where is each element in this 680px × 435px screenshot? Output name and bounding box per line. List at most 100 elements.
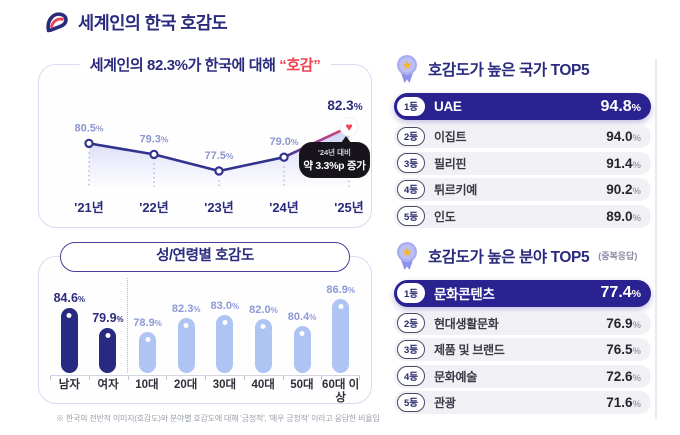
bar-value-label: 82.3% (171, 303, 201, 315)
rank-badge: 1등 (397, 283, 426, 303)
trend-line (87, 142, 286, 173)
rank-value: 90.2% (606, 182, 641, 197)
country-rank-list: 1등 UAE 94.8% 2등 이집트 94.0% 3등 필리핀 91.4% 4등 튀르키예 90.2… (394, 93, 651, 228)
bar-category-label: 40대 (243, 376, 283, 405)
rank-name: 현대생활문화 (434, 316, 499, 331)
bar-column: 83.0% (206, 278, 245, 373)
bar-value-label: 79.9% (92, 311, 124, 325)
bar-column: 82.3% (167, 278, 206, 373)
rank-row: 3등 필리핀 91.4% (394, 151, 651, 175)
data-point (279, 152, 289, 162)
favorability-line-chart: ♥ 80.5% 79.3% 77.5% 79.0% 82.3% '21년 '22년 '23년 '2… (74, 98, 364, 215)
rank-badge: 4등 (397, 179, 426, 200)
x-axis-label: '23년 (204, 200, 234, 215)
trend-line-highlight (282, 125, 351, 159)
data-point (84, 138, 94, 149)
bar-column: 78.9% (127, 278, 167, 373)
value-label: 79.3% (140, 133, 169, 145)
rank-name: 문화콘텐츠 (434, 287, 495, 302)
bar-category-label: 30대 (205, 376, 244, 405)
bar (60, 308, 78, 373)
rank-row: 1등 UAE 94.8% (394, 93, 651, 120)
rank-row: 2등 이집트 94.0% (394, 125, 651, 148)
rank-row: 5등 관광 71.6% (394, 391, 651, 414)
rank-value: 77.4% (600, 284, 641, 301)
x-axis-label: '25년 (334, 200, 364, 215)
x-axis-label: '21년 (74, 200, 104, 215)
rank-row: 4등 튀르키예 90.2% (394, 178, 651, 201)
page-title: 세계인의 한국 호감도 (78, 13, 228, 33)
rank-value: 71.6% (606, 395, 641, 410)
rank-badge: 2등 (397, 126, 426, 147)
age-gender-bar-chart: 84.6% 79.9% 78.9% 82.3% 83.0% 82.0% 80.4% 86.9% (50, 278, 360, 373)
rank-value: 91.4% (606, 155, 641, 171)
bar-value-label: 80.4% (287, 311, 317, 323)
bar-category-label: 50대 (282, 376, 322, 405)
rank-value: 72.6% (606, 368, 641, 384)
bar (139, 332, 157, 373)
medal-icon: ★ (394, 54, 420, 84)
bar (254, 319, 272, 373)
rank-value: 76.9% (606, 315, 641, 331)
callout-line1: '24년 대비 (318, 148, 351, 157)
rank-badge: 3등 (397, 153, 426, 173)
rank-row: 3등 제품 및 브랜드 76.5% (394, 338, 651, 361)
bar-category-label: 20대 (166, 376, 205, 405)
bar-column: 82.0% (244, 278, 283, 373)
bar-value-label: 78.9% (133, 317, 162, 329)
field-rank-title: 호감도가 높은 분야 TOP5 (428, 248, 590, 266)
rank-name: UAE (434, 99, 462, 114)
value-label: 80.5% (75, 122, 104, 134)
trend-title-prefix: 세계인의 82.3%가 한국에 대해 (89, 57, 280, 74)
bar-category-label: 10대 (127, 376, 167, 405)
bar (216, 315, 234, 373)
bar (332, 299, 350, 373)
data-point (149, 149, 159, 160)
callout-line2: 약 3.3%p 증가 (303, 160, 366, 172)
rank-badge: 3등 (397, 339, 426, 360)
bar-value-label: 82.0% (249, 304, 278, 316)
rank-name: 관광 (434, 396, 456, 410)
age-card-title: 성/연령별 호감도 (60, 242, 350, 272)
rank-badge: 5등 (397, 206, 426, 226)
value-label-highlight: 82.3% (327, 98, 362, 113)
rank-name: 인도 (434, 209, 456, 224)
bar-value-label: 83.0% (210, 300, 240, 312)
age-gender-card: 성/연령별 호감도 84.6% 79.9% 78.9% 82.3% 83.0% 82.0%… (38, 242, 372, 405)
rank-badge: 4등 (397, 366, 426, 386)
rank-name: 튀르키예 (434, 183, 477, 197)
rank-badge: 1등 (397, 96, 426, 117)
rank-name: 이집트 (434, 130, 467, 144)
bar-category-axis: 남자 여자 10대 20대 30대 40대 50대 60대 이상 (50, 375, 360, 405)
bar-category-label: 여자 (88, 376, 128, 405)
x-axis-label: '24년 (269, 200, 299, 215)
footnote: ※ 한국의 전반적 이미지(호감도)와 분야별 호감도에 대해 '긍정적', '… (56, 414, 380, 423)
rank-name: 문화예술 (434, 369, 477, 384)
bar (293, 326, 311, 373)
d-swirl-logo-icon (44, 10, 69, 35)
callout-bubble: '24년 대비 약 3.3%p 증가 (299, 136, 370, 178)
trend-title-highlight: “호감” (279, 57, 321, 74)
rank-value: 76.5% (606, 342, 641, 357)
rank-row: 5등 인도 89.0% (394, 204, 651, 228)
value-label: 79.0% (270, 136, 299, 148)
rank-badge: 5등 (397, 392, 426, 413)
page-header: 세계인의 한국 호감도 (44, 10, 228, 35)
rank-name: 필리핀 (434, 156, 467, 171)
field-rank-suffix: (중복응답) (598, 251, 638, 261)
bar-category-label: 남자 (50, 376, 89, 405)
field-rank-header: ★ 호감도가 높은 분야 TOP5 (중복응답) (394, 241, 651, 271)
bar-value-label: 84.6% (53, 291, 86, 305)
bar (99, 328, 117, 373)
trend-card: 세계인의 82.3%가 한국에 대해 “호감” ♥ 80.5% 79.3% 77.5%… (38, 54, 372, 228)
vertical-divider (655, 58, 657, 420)
rank-badge: 2등 (397, 313, 426, 333)
country-rank-title: 호감도가 높은 국가 TOP5 (428, 62, 590, 79)
bar (177, 318, 195, 373)
heart-marker (339, 117, 359, 137)
rank-row: 2등 현대생활문화 76.9% (394, 311, 651, 335)
country-rank-header: ★ 호감도가 높은 국가 TOP5 (394, 54, 651, 84)
heart-icon: ♥ (345, 120, 352, 134)
medal-icon: ★ (394, 241, 420, 271)
